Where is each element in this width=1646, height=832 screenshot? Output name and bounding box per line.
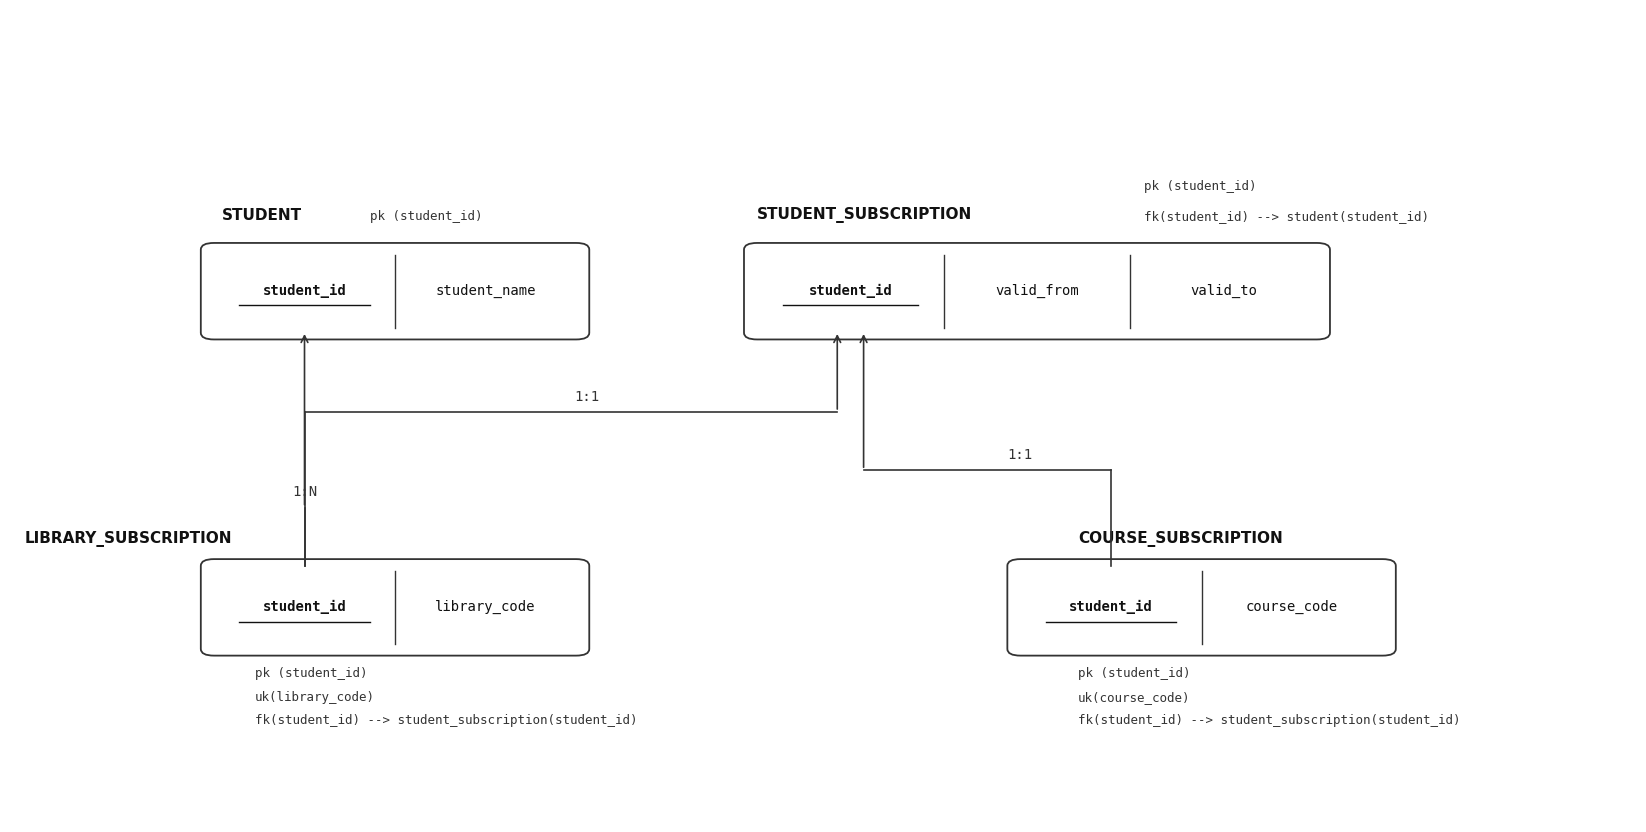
Text: fk(student_id) --> student_subscription(student_id): fk(student_id) --> student_subscription(… (1078, 714, 1460, 727)
Text: pk (student_id): pk (student_id) (1078, 667, 1190, 681)
Text: fk(student_id) --> student_subscription(student_id): fk(student_id) --> student_subscription(… (255, 714, 637, 727)
Text: student_name: student_name (435, 285, 537, 298)
Text: STUDENT: STUDENT (222, 208, 303, 223)
FancyBboxPatch shape (201, 559, 589, 656)
Text: 1:1: 1:1 (574, 389, 599, 404)
Text: valid_to: valid_to (1190, 285, 1258, 298)
Text: 1:N: 1:N (291, 485, 318, 499)
Text: pk (student_id): pk (student_id) (255, 667, 367, 681)
FancyBboxPatch shape (744, 243, 1330, 339)
Text: uk(course_code): uk(course_code) (1078, 691, 1190, 704)
Text: LIBRARY_SUBSCRIPTION: LIBRARY_SUBSCRIPTION (25, 532, 232, 547)
Text: STUDENT_SUBSCRIPTION: STUDENT_SUBSCRIPTION (757, 207, 973, 223)
Text: COURSE_SUBSCRIPTION: COURSE_SUBSCRIPTION (1078, 532, 1282, 547)
Text: pk (student_id): pk (student_id) (1144, 180, 1256, 193)
Text: library_code: library_code (435, 601, 537, 614)
Text: valid_from: valid_from (996, 285, 1078, 298)
FancyBboxPatch shape (201, 243, 589, 339)
Text: student_id: student_id (808, 284, 892, 299)
Text: fk(student_id) --> student(student_id): fk(student_id) --> student(student_id) (1144, 210, 1429, 223)
Text: uk(library_code): uk(library_code) (255, 691, 375, 704)
Text: student_id: student_id (263, 284, 346, 299)
Text: student_id: student_id (263, 600, 346, 615)
Text: 1:1: 1:1 (1007, 448, 1032, 462)
Text: course_code: course_code (1246, 601, 1338, 614)
FancyBboxPatch shape (1007, 559, 1396, 656)
Text: student_id: student_id (1070, 600, 1152, 615)
Text: pk (student_id): pk (student_id) (370, 210, 482, 223)
